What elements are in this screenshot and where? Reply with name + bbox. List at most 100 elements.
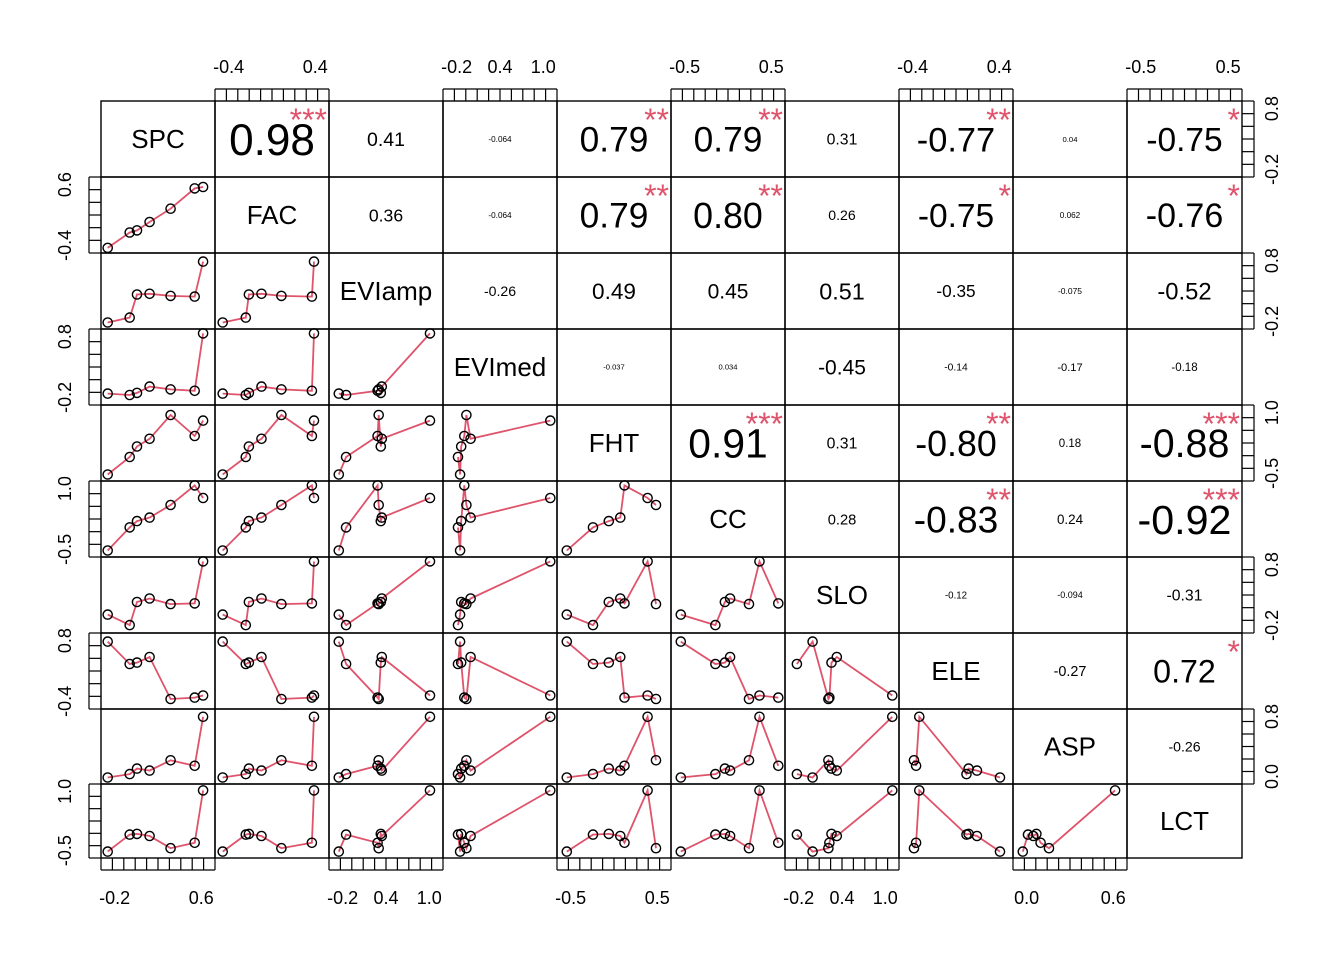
data-point — [197, 256, 209, 267]
data-point — [887, 785, 898, 796]
data-point — [306, 837, 318, 849]
data-point — [461, 842, 472, 854]
data-point — [217, 388, 228, 399]
data-point — [340, 522, 352, 533]
data-point — [458, 430, 470, 442]
smoother-line — [222, 483, 315, 552]
smoother-line — [680, 558, 780, 627]
panel-frame — [784, 708, 900, 785]
significance-stars: *** — [1203, 482, 1240, 518]
data-point — [914, 711, 925, 723]
data-point — [256, 381, 267, 392]
data-point — [306, 430, 318, 442]
correlation-value: -0.12 — [945, 590, 967, 601]
correlation-value: 0.31 — [827, 132, 858, 149]
data-point — [424, 556, 436, 567]
tick-label: 1.0 — [531, 57, 556, 77]
data-point — [102, 636, 113, 647]
data-point — [619, 598, 630, 609]
data-point — [256, 593, 267, 604]
data-point — [561, 772, 573, 783]
data-point — [144, 593, 155, 604]
correlation-value: -0.75 — [918, 198, 994, 235]
data-point — [461, 409, 472, 421]
data-point — [306, 385, 318, 397]
smoother-line — [337, 641, 431, 702]
tick-label: 0.6 — [55, 172, 75, 197]
data-point — [240, 312, 252, 323]
correlation-value: -0.26 — [1168, 739, 1200, 755]
tick-label: 0.4 — [303, 57, 328, 77]
significance-stars: ** — [986, 406, 1011, 442]
data-point — [256, 288, 267, 300]
data-point — [124, 227, 135, 238]
data-point — [675, 636, 687, 647]
correlation-value: -0.064 — [488, 211, 512, 220]
significance-stars: * — [1228, 102, 1240, 138]
tick-label: 1.0 — [417, 888, 442, 908]
data-point — [131, 763, 143, 774]
data-point — [333, 636, 345, 647]
panel-frame — [1126, 783, 1243, 859]
data-point — [619, 837, 630, 849]
data-point — [197, 785, 209, 796]
data-point — [165, 499, 176, 511]
data-point — [124, 451, 135, 463]
tick-label: 1.0 — [873, 888, 898, 908]
data-point — [256, 433, 267, 445]
data-point — [144, 288, 155, 300]
significance-stars: ** — [986, 482, 1011, 518]
data-point — [124, 619, 135, 631]
data-point — [465, 593, 476, 604]
smoother-line — [913, 714, 1001, 779]
data-point — [807, 636, 818, 647]
data-point — [619, 480, 630, 491]
data-point — [256, 512, 267, 523]
data-point — [454, 609, 466, 620]
smoother-line — [457, 789, 551, 852]
data-point — [807, 846, 818, 857]
significance-stars: * — [999, 178, 1011, 214]
data-point — [124, 522, 135, 533]
smoother-line — [107, 640, 204, 700]
data-point — [243, 828, 255, 840]
data-point — [823, 842, 834, 854]
data-point — [424, 492, 436, 504]
tick-label: 0.8 — [1262, 96, 1282, 121]
data-point — [217, 317, 228, 328]
tick-label: -0.5 — [55, 835, 75, 866]
data-point — [910, 837, 922, 849]
data-point — [308, 690, 320, 701]
correlation-value: 0.80 — [693, 196, 763, 236]
data-point — [243, 657, 255, 668]
data-point — [587, 829, 599, 840]
tick-label: -0.2 — [783, 888, 814, 908]
correlation-value: -0.094 — [1057, 590, 1083, 600]
smoother-line — [222, 790, 315, 853]
data-point — [587, 522, 599, 533]
smoother-line — [566, 713, 657, 779]
data-point — [131, 225, 143, 236]
variable-label: SPC — [131, 124, 184, 154]
variable-label: EVImed — [454, 352, 547, 382]
panel-frame — [100, 404, 216, 482]
correlation-value: -0.35 — [936, 281, 975, 301]
smoother-line — [796, 789, 893, 853]
data-point — [561, 636, 573, 647]
data-point — [276, 409, 287, 421]
data-point — [308, 415, 320, 426]
data-point — [454, 636, 466, 647]
data-point — [545, 785, 556, 796]
data-point — [131, 657, 143, 668]
correlation-value: 0.72 — [1153, 654, 1216, 690]
data-point — [189, 291, 200, 302]
data-point — [724, 765, 736, 776]
smoother-line — [222, 261, 315, 324]
data-point — [603, 828, 615, 840]
smoother-line — [107, 413, 204, 476]
data-point — [465, 765, 476, 776]
correlation-value: 0.31 — [827, 436, 858, 453]
smoother-line — [566, 787, 657, 853]
data-point — [144, 381, 155, 392]
correlation-value: -0.45 — [818, 357, 866, 380]
